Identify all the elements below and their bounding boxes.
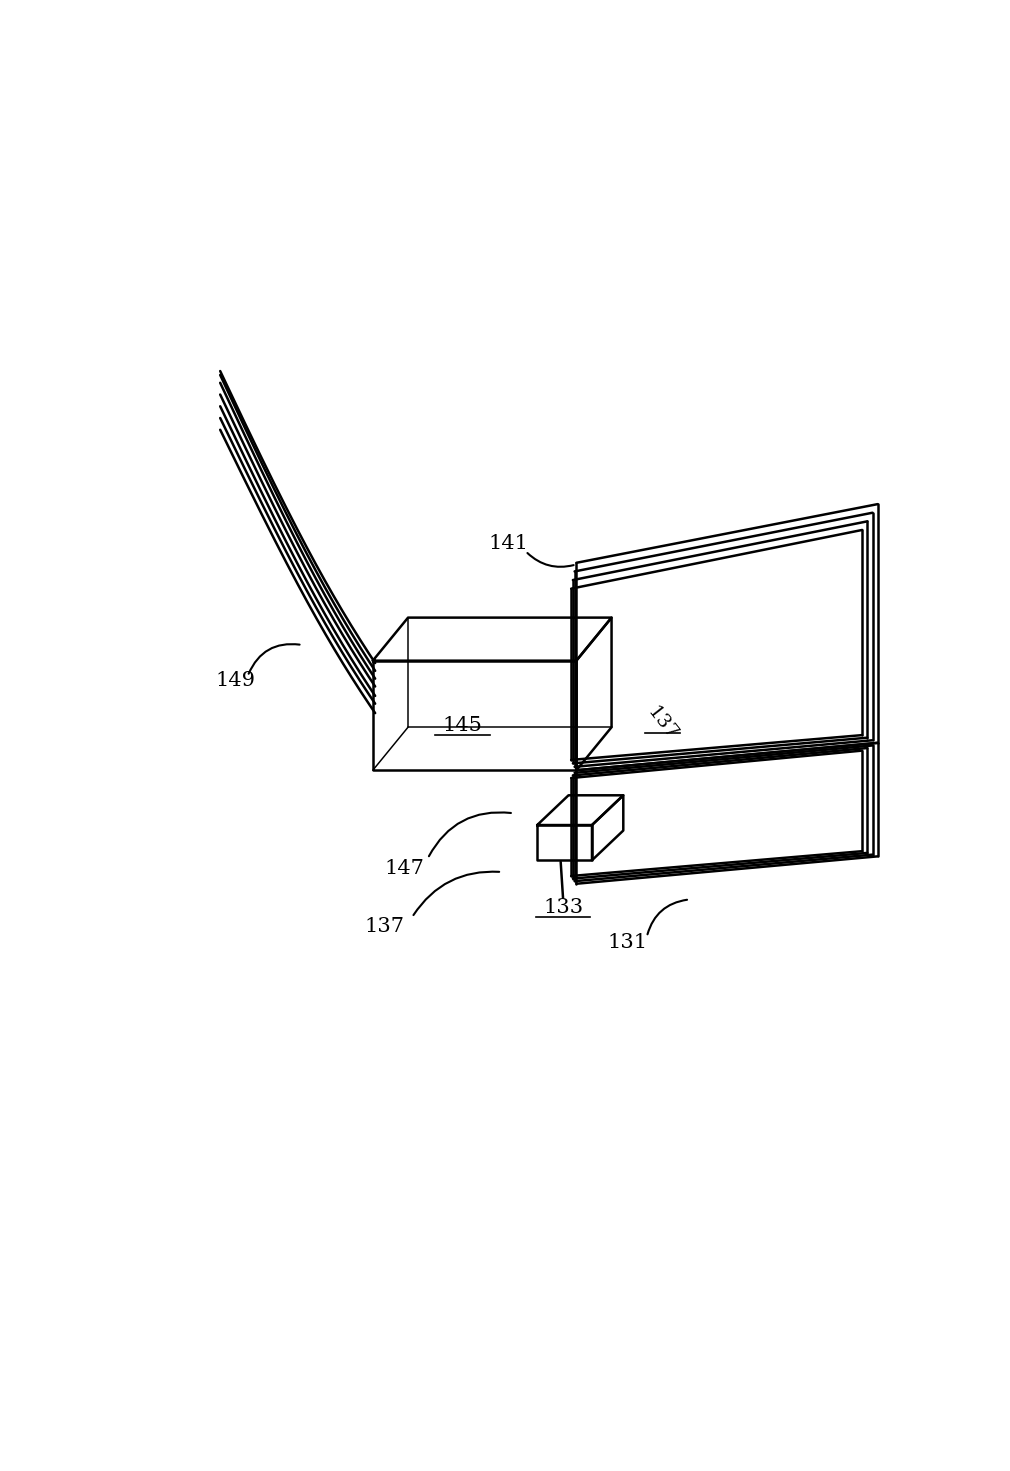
Text: 149: 149 xyxy=(216,671,256,690)
Text: 131: 131 xyxy=(607,933,647,952)
Text: 147: 147 xyxy=(384,859,424,878)
Text: 133: 133 xyxy=(543,897,583,916)
Text: 141: 141 xyxy=(488,534,528,553)
Text: 137: 137 xyxy=(365,918,405,937)
Text: 137: 137 xyxy=(643,703,681,744)
Text: 145: 145 xyxy=(443,716,483,736)
